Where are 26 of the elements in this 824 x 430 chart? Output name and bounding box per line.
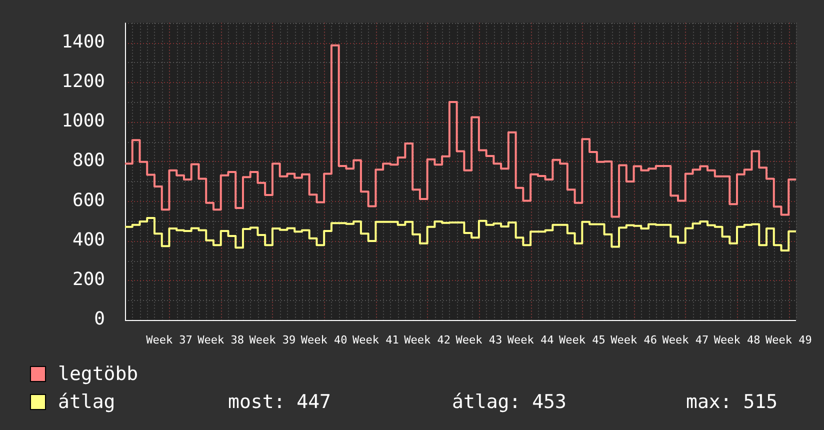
y-tick-label: 400 [72,229,105,250]
text: max: 515 [686,390,778,415]
x-tick-label: Week 42 [404,333,450,346]
legend-label: legtöbb [58,362,138,387]
legend-label: átlag [58,390,116,415]
x-tick-label: Week 37 [146,333,192,346]
text: most: 447 [228,390,331,415]
y-tick-label: 800 [72,150,105,172]
x-tick-label: Week 45 [558,333,606,346]
y-tick-label: 200 [72,269,105,290]
x-tick-label: Week 47 [662,333,709,346]
x-tick-label: Week 38 [198,333,244,346]
y-tick-label: 600 [72,190,105,211]
y-tick-label: 0 [94,308,105,330]
y-tick-label: 1400 [62,31,105,52]
x-tick-label: Week 49 [765,333,812,346]
x-tick-label: Week 40 [300,333,348,346]
x-tick-label: Week 44 [507,333,554,346]
x-tick-label: Week 46 [610,333,657,346]
x-tick-label: Week 39 [249,333,296,346]
y-tick-label: 1200 [62,70,105,92]
x-tick-label: Week 43 [456,333,502,346]
x-tick-label: Week 48 [714,333,760,346]
x-tick-label: Week 41 [352,333,399,346]
y-tick-label: 1000 [62,110,105,132]
text: átlag: 453 [452,390,566,415]
